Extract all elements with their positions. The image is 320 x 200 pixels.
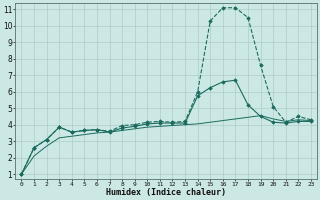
X-axis label: Humidex (Indice chaleur): Humidex (Indice chaleur) [106,188,226,197]
